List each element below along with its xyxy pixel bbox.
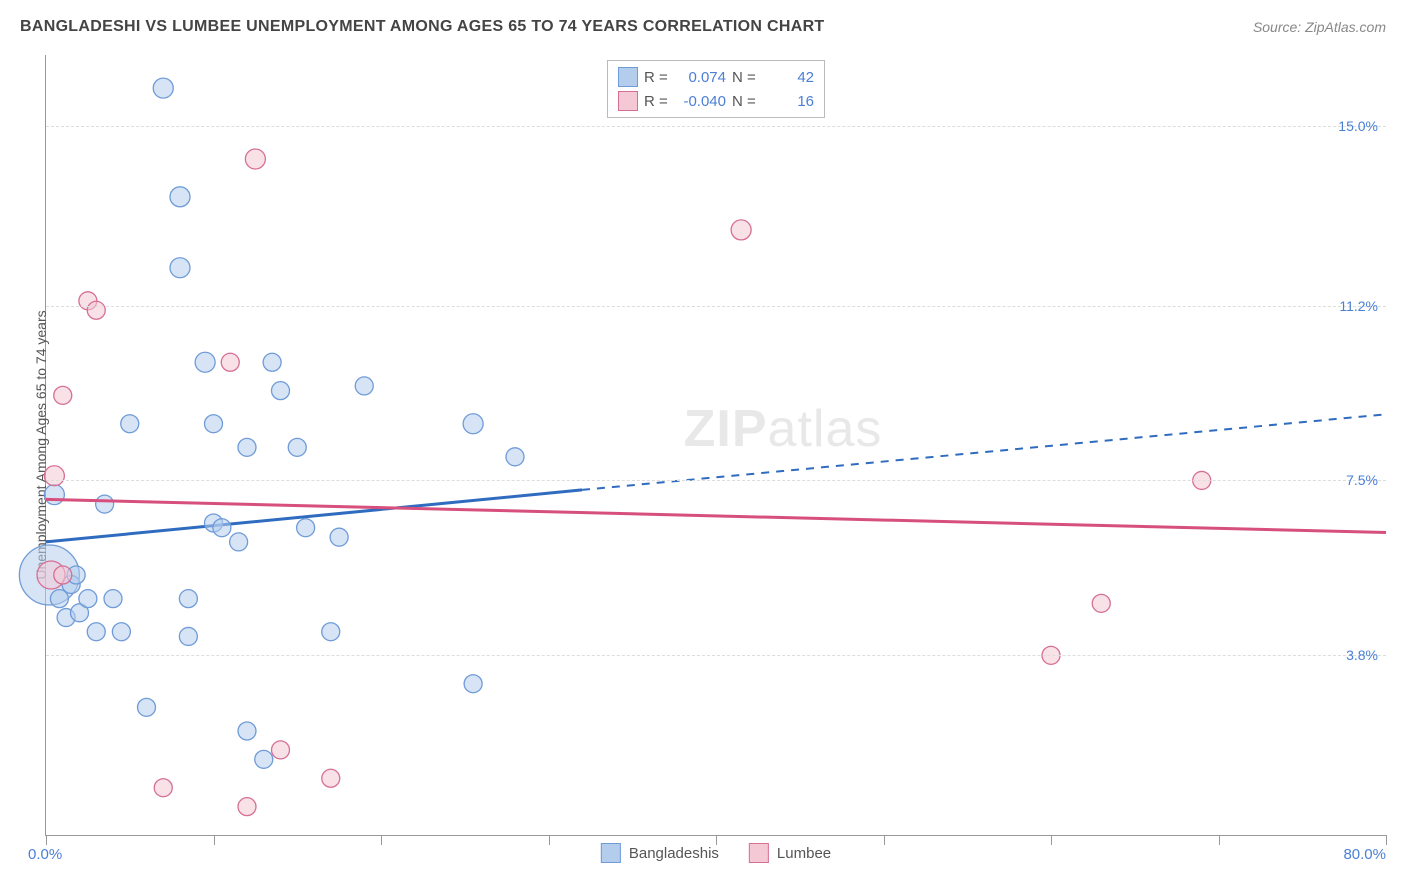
- data-point: [322, 623, 340, 641]
- n-label: N =: [732, 93, 758, 110]
- chart-canvas: [46, 55, 1386, 835]
- legend-bottom: Bangladeshis Lumbee: [601, 843, 831, 863]
- x-axis-max-label: 80.0%: [1343, 846, 1386, 863]
- data-point: [463, 414, 483, 434]
- data-point: [355, 377, 373, 395]
- x-axis-min-label: 0.0%: [28, 846, 62, 863]
- y-tick-label: 3.8%: [1346, 647, 1378, 663]
- regression-line: [46, 499, 1386, 532]
- legend-stat-row: R = -0.040 N = 16: [618, 89, 814, 113]
- data-point: [322, 769, 340, 787]
- data-point: [104, 590, 122, 608]
- legend-stat-row: R = 0.074 N = 42: [618, 65, 814, 89]
- data-point: [179, 590, 197, 608]
- y-tick-label: 15.0%: [1338, 118, 1378, 134]
- legend-series-label: Lumbee: [777, 845, 831, 862]
- data-point: [272, 741, 290, 759]
- gridline: [46, 126, 1386, 127]
- x-tick: [549, 835, 550, 845]
- r-value: -0.040: [676, 93, 726, 110]
- data-point: [170, 187, 190, 207]
- data-point: [87, 623, 105, 641]
- data-point: [96, 495, 114, 513]
- data-point: [121, 415, 139, 433]
- legend-swatch: [749, 843, 769, 863]
- data-point: [731, 220, 751, 240]
- x-tick: [1051, 835, 1052, 845]
- data-point: [205, 415, 223, 433]
- gridline: [46, 655, 1386, 656]
- data-point: [79, 590, 97, 608]
- legend-series-label: Bangladeshis: [629, 845, 719, 862]
- r-label: R =: [644, 69, 670, 86]
- y-tick-label: 7.5%: [1346, 472, 1378, 488]
- legend-swatch: [618, 67, 638, 87]
- data-point: [238, 438, 256, 456]
- data-point: [138, 698, 156, 716]
- gridline: [46, 480, 1386, 481]
- data-point: [213, 519, 231, 537]
- data-point: [44, 485, 64, 505]
- data-point: [330, 528, 348, 546]
- x-tick: [46, 835, 47, 845]
- x-tick: [884, 835, 885, 845]
- n-label: N =: [732, 69, 758, 86]
- x-tick: [381, 835, 382, 845]
- data-point: [245, 149, 265, 169]
- data-point: [464, 675, 482, 693]
- regression-line: [46, 490, 582, 542]
- legend-series-item: Bangladeshis: [601, 843, 719, 863]
- data-point: [288, 438, 306, 456]
- x-tick: [1386, 835, 1387, 845]
- data-point: [297, 519, 315, 537]
- regression-line-extrapolated: [582, 414, 1386, 490]
- x-tick: [214, 835, 215, 845]
- legend-top: R = 0.074 N = 42 R = -0.040 N = 16: [607, 60, 825, 118]
- legend-swatch: [601, 843, 621, 863]
- data-point: [170, 258, 190, 278]
- data-point: [54, 566, 72, 584]
- data-point: [153, 78, 173, 98]
- data-point: [54, 386, 72, 404]
- data-point: [50, 590, 68, 608]
- r-label: R =: [644, 93, 670, 110]
- y-tick-label: 11.2%: [1339, 298, 1378, 314]
- x-tick: [1219, 835, 1220, 845]
- data-point: [44, 466, 64, 486]
- legend-swatch: [618, 91, 638, 111]
- data-point: [1092, 594, 1110, 612]
- data-point: [112, 623, 130, 641]
- data-point: [179, 627, 197, 645]
- data-point: [238, 722, 256, 740]
- n-value: 42: [764, 69, 814, 86]
- data-point: [230, 533, 248, 551]
- r-value: 0.074: [676, 69, 726, 86]
- data-point: [87, 301, 105, 319]
- data-point: [255, 750, 273, 768]
- data-point: [154, 779, 172, 797]
- data-point: [195, 352, 215, 372]
- data-point: [506, 448, 524, 466]
- data-point: [263, 353, 281, 371]
- gridline: [46, 306, 1386, 307]
- x-tick: [716, 835, 717, 845]
- chart-title: BANGLADESHI VS LUMBEE UNEMPLOYMENT AMONG…: [20, 18, 825, 36]
- data-point: [238, 798, 256, 816]
- data-point: [272, 382, 290, 400]
- n-value: 16: [764, 93, 814, 110]
- source-attribution: Source: ZipAtlas.com: [1253, 19, 1386, 35]
- legend-series-item: Lumbee: [749, 843, 831, 863]
- plot-area: Unemployment Among Ages 65 to 74 years Z…: [45, 55, 1386, 836]
- data-point: [221, 353, 239, 371]
